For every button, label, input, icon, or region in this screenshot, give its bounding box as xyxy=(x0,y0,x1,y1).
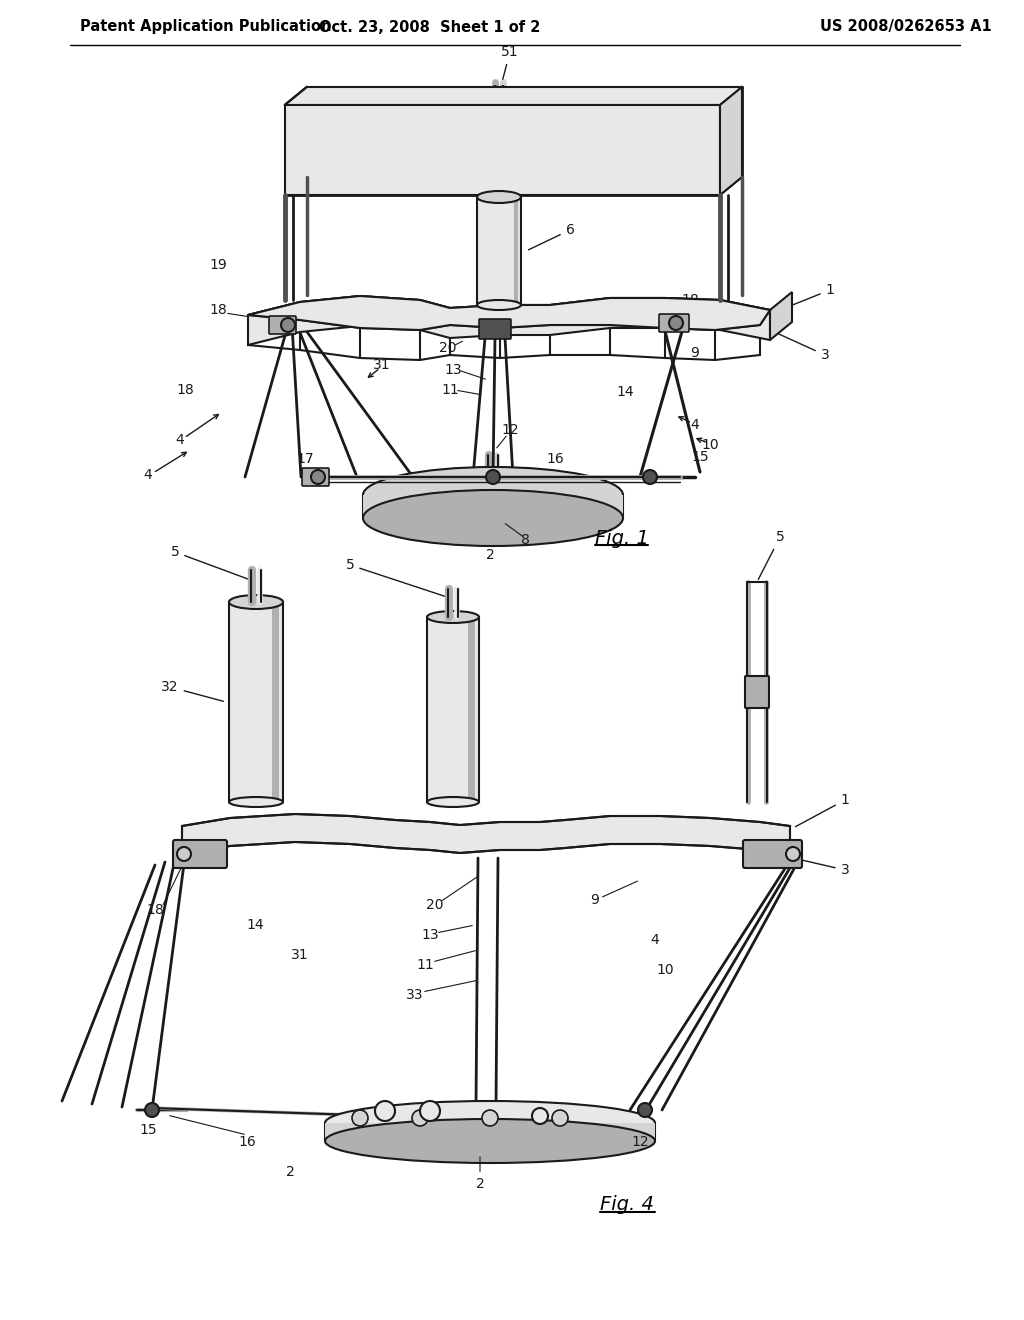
Text: 2: 2 xyxy=(485,548,495,562)
Text: 5: 5 xyxy=(346,558,451,598)
Circle shape xyxy=(177,847,191,861)
Text: 8: 8 xyxy=(520,533,529,546)
Polygon shape xyxy=(248,296,770,330)
Text: 15: 15 xyxy=(139,1123,157,1137)
Text: 4: 4 xyxy=(143,469,153,482)
Circle shape xyxy=(420,1101,440,1121)
Circle shape xyxy=(145,1104,159,1117)
Polygon shape xyxy=(285,106,720,195)
FancyBboxPatch shape xyxy=(745,676,769,708)
Ellipse shape xyxy=(229,595,283,609)
Polygon shape xyxy=(325,1123,655,1140)
Text: 9: 9 xyxy=(690,346,699,360)
Text: 10: 10 xyxy=(701,438,719,451)
Text: 11: 11 xyxy=(416,958,434,972)
Text: 12: 12 xyxy=(631,1135,649,1148)
Text: 18: 18 xyxy=(146,903,164,917)
FancyBboxPatch shape xyxy=(269,315,296,334)
Text: 20: 20 xyxy=(426,898,443,912)
Ellipse shape xyxy=(477,191,521,203)
Text: 16: 16 xyxy=(546,451,564,466)
Text: 3: 3 xyxy=(772,331,829,362)
Polygon shape xyxy=(248,296,770,345)
Text: 31: 31 xyxy=(291,948,309,962)
Text: 5: 5 xyxy=(171,545,253,581)
Circle shape xyxy=(532,1107,548,1125)
Circle shape xyxy=(486,470,500,484)
Circle shape xyxy=(482,1110,498,1126)
Text: 17: 17 xyxy=(296,451,313,466)
Circle shape xyxy=(375,1101,395,1121)
FancyBboxPatch shape xyxy=(173,840,227,869)
FancyBboxPatch shape xyxy=(479,319,511,339)
Circle shape xyxy=(786,847,800,861)
Polygon shape xyxy=(248,296,770,330)
Text: Fig. 1: Fig. 1 xyxy=(595,528,649,548)
Text: 18: 18 xyxy=(209,304,227,317)
Text: 2: 2 xyxy=(286,1166,294,1179)
Circle shape xyxy=(669,315,683,330)
Ellipse shape xyxy=(477,300,521,310)
Text: 5: 5 xyxy=(315,99,343,127)
Text: 13: 13 xyxy=(444,363,462,378)
Text: 51: 51 xyxy=(501,45,519,79)
Text: 20: 20 xyxy=(439,341,457,355)
Text: 12: 12 xyxy=(501,422,519,437)
Text: Oct. 23, 2008  Sheet 1 of 2: Oct. 23, 2008 Sheet 1 of 2 xyxy=(319,20,541,34)
Text: 9: 9 xyxy=(591,894,599,907)
Ellipse shape xyxy=(362,490,623,546)
Text: 10: 10 xyxy=(656,964,674,977)
FancyBboxPatch shape xyxy=(302,469,329,486)
Circle shape xyxy=(638,1104,652,1117)
Text: 15: 15 xyxy=(691,450,709,465)
Text: 18: 18 xyxy=(176,383,194,397)
FancyBboxPatch shape xyxy=(229,602,283,803)
Polygon shape xyxy=(720,87,742,195)
Circle shape xyxy=(412,1110,428,1126)
Text: 16: 16 xyxy=(239,1135,256,1148)
FancyBboxPatch shape xyxy=(659,314,689,333)
Text: 13: 13 xyxy=(421,928,439,942)
Ellipse shape xyxy=(229,797,283,807)
Text: 2: 2 xyxy=(475,1156,484,1191)
FancyBboxPatch shape xyxy=(743,840,802,869)
Text: 6: 6 xyxy=(528,223,574,249)
Circle shape xyxy=(281,318,295,333)
Text: US 2008/0262653 A1: US 2008/0262653 A1 xyxy=(820,20,992,34)
Circle shape xyxy=(552,1110,568,1126)
FancyBboxPatch shape xyxy=(427,616,479,803)
Text: 33: 33 xyxy=(407,987,424,1002)
Text: Patent Application Publication: Patent Application Publication xyxy=(80,20,332,34)
Text: 5: 5 xyxy=(671,98,684,127)
Polygon shape xyxy=(362,495,623,517)
Text: 11: 11 xyxy=(441,383,459,397)
Ellipse shape xyxy=(427,797,479,807)
Text: 31: 31 xyxy=(373,358,391,372)
Polygon shape xyxy=(285,87,742,106)
Text: 4: 4 xyxy=(176,433,184,447)
FancyBboxPatch shape xyxy=(477,197,521,305)
Ellipse shape xyxy=(325,1119,655,1163)
Text: 19: 19 xyxy=(209,257,227,272)
Polygon shape xyxy=(770,292,792,341)
Ellipse shape xyxy=(362,467,623,523)
Circle shape xyxy=(643,470,657,484)
Text: 4: 4 xyxy=(650,933,659,946)
Circle shape xyxy=(311,470,325,484)
Text: Fig. 4: Fig. 4 xyxy=(600,1196,654,1214)
Text: 3: 3 xyxy=(796,858,849,876)
Text: 18: 18 xyxy=(681,293,698,308)
Text: 14: 14 xyxy=(246,917,264,932)
Ellipse shape xyxy=(325,1101,655,1144)
Text: 4: 4 xyxy=(690,418,699,432)
Circle shape xyxy=(352,1110,368,1126)
Text: 5: 5 xyxy=(758,531,784,579)
Text: 1: 1 xyxy=(796,793,850,826)
Text: 14: 14 xyxy=(616,385,634,399)
Polygon shape xyxy=(182,814,790,854)
Ellipse shape xyxy=(427,611,479,623)
Text: 1: 1 xyxy=(777,282,835,312)
Text: 32: 32 xyxy=(161,680,223,701)
